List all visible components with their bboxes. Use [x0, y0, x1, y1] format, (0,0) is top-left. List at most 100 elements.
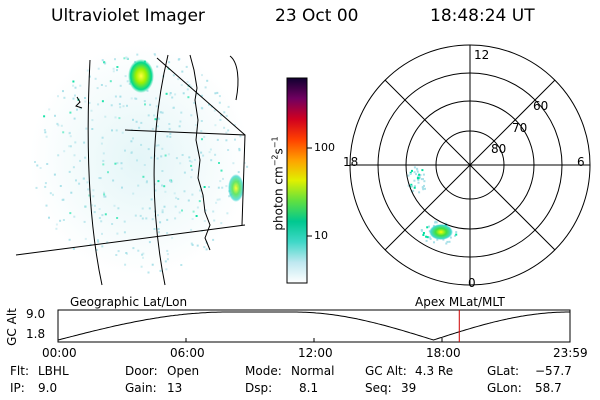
emission-pixel [174, 93, 177, 96]
dsp-value: 8.1 [299, 381, 319, 395]
glon-value: 58.7 [535, 381, 562, 395]
emission-pixel [421, 169, 424, 172]
emission-pixel [125, 252, 128, 254]
emission-pixel [113, 204, 116, 207]
emission-pixel [218, 95, 221, 98]
emission-pixel [225, 139, 228, 142]
emission-pixel [114, 58, 116, 61]
emission-pixel [72, 97, 75, 100]
emission-pixel [155, 105, 158, 108]
coastline [189, 54, 211, 251]
emission-pixel [130, 140, 133, 143]
emission-pixel [228, 195, 231, 198]
emission-pixel [137, 184, 140, 187]
emission-pixel [422, 232, 425, 234]
emission-pixel [54, 114, 56, 117]
emission-pixel [43, 115, 46, 118]
emission-pixel [201, 138, 203, 141]
emission-pixel [422, 234, 425, 236]
emission-pixel [120, 167, 123, 170]
altitude-xtick: 18:00 [426, 346, 461, 360]
emission-pixel [79, 159, 81, 162]
emission-pixel [436, 238, 439, 241]
meridian-line [153, 54, 169, 286]
emission-pixel [204, 86, 207, 89]
emission-pixel [101, 100, 104, 103]
emission-pixel [119, 95, 122, 98]
emission-pixel [147, 114, 150, 117]
emission-pixel [92, 195, 95, 198]
emission-pixel [233, 124, 236, 126]
emission-pixel [193, 101, 196, 104]
emission-pixel [183, 190, 186, 193]
emission-pixel [165, 92, 168, 95]
emission-pixel [180, 84, 183, 87]
emission-pixel [158, 231, 160, 234]
emission-pixel [216, 138, 219, 141]
filter-value: LBHL [38, 364, 69, 378]
emission-pixel [140, 121, 143, 124]
emission-pixel [206, 79, 209, 82]
emission-pixel [109, 80, 112, 83]
emission-pixel [191, 243, 194, 246]
emission-pixel [219, 180, 222, 183]
emission-pixel [220, 114, 223, 117]
emission-pixel [114, 116, 117, 119]
emission-pixel [200, 94, 203, 97]
seq-value: 39 [401, 381, 417, 395]
emission-pixel [156, 65, 159, 68]
emission-pixel [194, 158, 196, 161]
emission-pixel [72, 80, 75, 83]
emission-pixel [141, 217, 144, 220]
emission-pixel [200, 106, 203, 109]
emission-pixel [222, 177, 224, 180]
emission-pixel [213, 219, 216, 222]
emission-pixel [126, 80, 129, 83]
emission-pixel [166, 135, 169, 138]
emission-pixel [132, 192, 135, 195]
emission-pixel [147, 148, 150, 151]
emission-pixel [150, 156, 153, 159]
emission-pixel [191, 193, 194, 196]
emission-pixel [183, 171, 186, 174]
emission-pixel [168, 123, 171, 125]
emission-pixel [134, 97, 137, 100]
emission-pixel [153, 228, 156, 230]
emission-pixel [186, 81, 189, 83]
emission-pixel [72, 84, 75, 87]
emission-pixel [135, 97, 138, 100]
emission-pixel [110, 104, 113, 107]
emission-pixel [200, 130, 203, 133]
emission-pixel [218, 101, 221, 104]
emission-pixel [150, 198, 153, 201]
emission-pixel [124, 149, 126, 152]
emission-pixel [226, 212, 229, 215]
emission-pixel [200, 120, 203, 122]
emission-pixel [69, 111, 72, 114]
emission-pixel [84, 97, 86, 99]
east-emission-patch [228, 174, 244, 202]
emission-pixel [221, 186, 224, 189]
emission-pixel [204, 209, 207, 212]
emission-pixel [48, 108, 51, 111]
emission-pixel [141, 253, 144, 256]
emission-pixel [119, 84, 122, 87]
emission-pixel [132, 137, 134, 140]
emission-pixel [145, 181, 148, 184]
emission-pixel [132, 247, 135, 250]
emission-pixel [68, 238, 71, 241]
emission-pixel [104, 213, 107, 216]
emission-pixel [88, 101, 91, 104]
emission-pixel [94, 204, 96, 207]
emission-pixel [100, 84, 103, 86]
emission-pixel [143, 164, 146, 166]
emission-pixel [169, 132, 172, 135]
emission-pixel [445, 242, 448, 245]
emission-pixel [411, 185, 414, 188]
emission-pixel [413, 171, 416, 174]
emission-pixel [63, 150, 66, 153]
emission-pixel [103, 193, 106, 196]
glat-value: −57.7 [535, 364, 572, 378]
emission-pixel [143, 100, 146, 103]
